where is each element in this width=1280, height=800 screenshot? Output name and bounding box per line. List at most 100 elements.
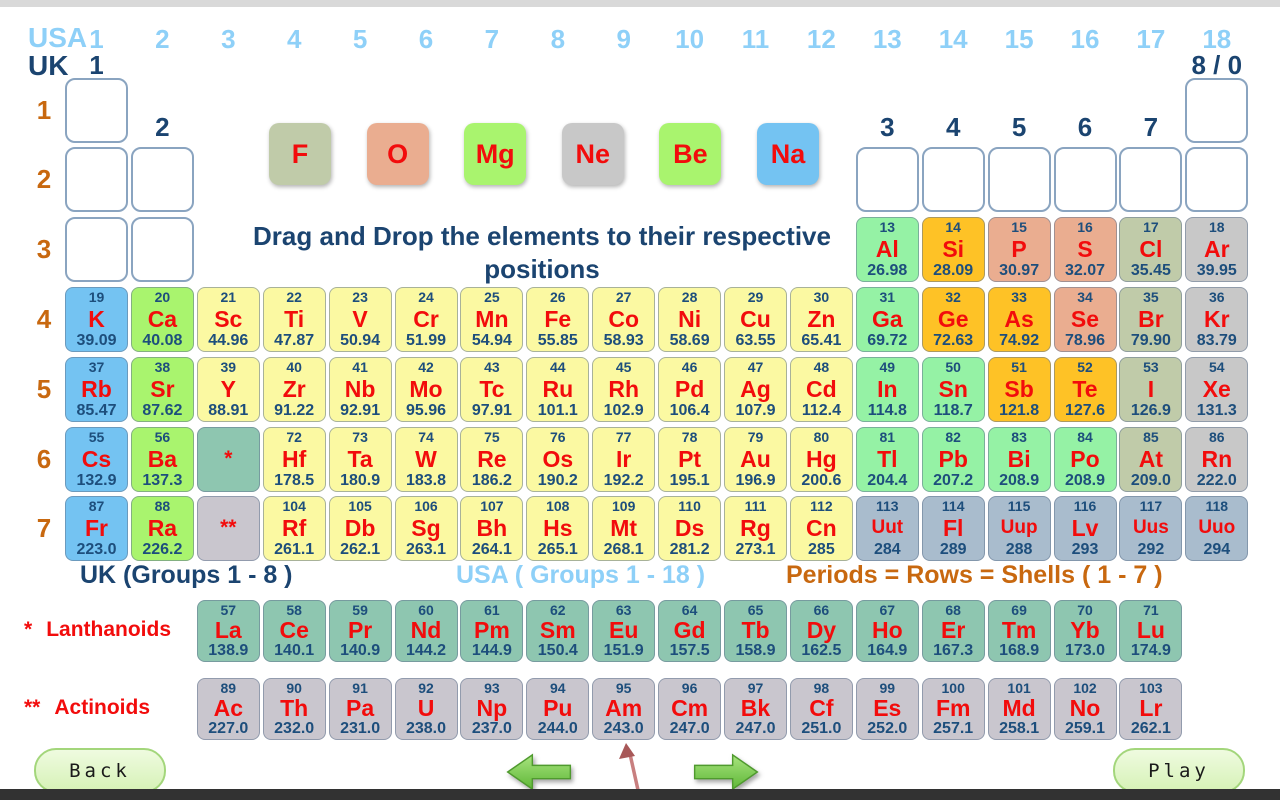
atomic-number: 29	[747, 289, 764, 305]
element-symbol: Pm	[473, 617, 510, 643]
element-symbol: Zn	[807, 305, 836, 332]
atomic-number: 22	[286, 289, 302, 305]
empty-slot-p2-g15[interactable]	[987, 147, 1051, 212]
element-symbol: At	[1138, 445, 1164, 472]
element-symbol: P	[1011, 235, 1027, 262]
atomic-number: 113	[876, 498, 899, 514]
element-symbol: Rn	[1201, 445, 1233, 472]
empty-slot-p2-g13[interactable]	[855, 147, 919, 212]
element-symbol: Hg	[806, 445, 837, 472]
element-symbol: Y	[220, 375, 236, 402]
usa-system-label: USA	[28, 22, 88, 53]
atomic-mass: 247.0	[669, 720, 710, 737]
element-symbol: Hs	[543, 514, 573, 541]
back-button[interactable]: Back	[34, 748, 166, 793]
draggable-element-O[interactable]: O	[366, 123, 429, 185]
empty-slot-p2-g2[interactable]	[130, 147, 194, 212]
element-cell-Kr: 36 Kr 83.79	[1185, 287, 1249, 352]
next-arrow-icon[interactable]	[692, 753, 760, 791]
atomic-mass: 231.0	[340, 720, 381, 737]
atomic-number: 115	[1007, 498, 1031, 514]
element-cell-Ge: 32 Ge 72.63	[921, 287, 985, 352]
element-symbol: Ar	[1204, 235, 1230, 262]
atomic-number: 111	[744, 498, 767, 514]
element-cell-Cl: 17 Cl 35.45	[1119, 217, 1183, 282]
empty-slot-p2-g16[interactable]	[1053, 147, 1117, 212]
draggable-element-Be[interactable]: Be	[659, 123, 722, 185]
atomic-number: 92	[418, 680, 434, 696]
element-cell-Al: 13 Al 26.98	[855, 217, 919, 282]
element-cell-Cf: 98 Cf 251.0	[789, 678, 853, 740]
empty-slot-p3-g1[interactable]	[65, 217, 128, 282]
empty-slot-p1-g1[interactable]	[65, 78, 128, 143]
element-symbol: Tc	[479, 375, 505, 402]
atomic-number: 46	[681, 359, 698, 375]
atomic-mass: 50.94	[340, 332, 381, 349]
previous-arrow-icon[interactable]	[505, 753, 573, 791]
element-symbol: Se	[1070, 305, 1100, 332]
empty-slot-p2-g14[interactable]	[921, 147, 985, 212]
empty-slot-p2-g18[interactable]	[1185, 147, 1249, 212]
period-number-5: 5	[36, 374, 52, 404]
atomic-number: 33	[1011, 289, 1027, 305]
atomic-mass: 262.1	[340, 541, 381, 558]
atomic-number: 103	[1139, 680, 1163, 696]
uk-group-number-14: 4	[945, 112, 961, 142]
element-cell-Ir: 77 Ir 192.2	[592, 427, 656, 492]
atomic-mass: 30.97	[999, 262, 1040, 279]
usa-group-number-5: 5	[352, 24, 368, 54]
atomic-number: 77	[615, 429, 632, 445]
element-cell-Sb: 51 Sb 121.8	[987, 357, 1051, 422]
element-cell-Yb: 70 Yb 173.0	[1053, 600, 1117, 662]
element-cell-Po: 84 Po 208.9	[1053, 427, 1117, 492]
usa-group-number-1: 1	[89, 24, 104, 54]
element-cell-Ar: 18 Ar 39.95	[1185, 217, 1249, 282]
element-symbol: Lu	[1136, 617, 1165, 643]
atomic-number: 25	[484, 289, 500, 305]
atomic-mass: 167.3	[933, 642, 974, 659]
atomic-mass: 151.9	[603, 642, 644, 659]
usa-group-number-6: 6	[418, 24, 434, 54]
atomic-mass: 174.9	[1130, 642, 1171, 659]
atomic-mass: 186.2	[471, 472, 512, 489]
element-cell-Gd: 64 Gd 157.5	[658, 600, 722, 662]
element-cell-Zn: 30 Zn 65.41	[789, 287, 853, 352]
atomic-mass: 190.2	[537, 472, 578, 489]
empty-slot-p2-g17[interactable]	[1119, 147, 1183, 212]
empty-slot-p1-g18[interactable]	[1185, 78, 1249, 143]
atomic-mass: 26.98	[867, 262, 908, 279]
element-symbol: Th	[280, 695, 309, 721]
bottom-strip	[0, 789, 1280, 800]
atomic-number: 71	[1143, 602, 1159, 618]
draggable-element-Ne[interactable]: Ne	[561, 123, 624, 185]
draggable-element-Na[interactable]: Na	[757, 123, 819, 185]
element-symbol: Eu	[608, 617, 639, 643]
uk-group-number-16: 6	[1077, 112, 1093, 142]
element-cell-Hg: 80 Hg 200.6	[789, 427, 853, 492]
element-cell-Xe: 54 Xe 131.3	[1185, 357, 1249, 422]
element-cell-Pt: 78 Pt 195.1	[658, 427, 722, 492]
element-symbol: Ra	[147, 514, 178, 541]
element-symbol: Po	[1070, 445, 1100, 472]
atomic-number: 44	[550, 359, 566, 375]
element-cell-Bh: 107 Bh 264.1	[460, 496, 524, 561]
element-cell-As: 33 As 74.92	[987, 287, 1051, 352]
element-symbol: Dy	[806, 617, 837, 643]
draggable-element-Mg[interactable]: Mg	[464, 123, 527, 185]
element-cell-Sn: 50 Sn 118.7	[921, 357, 985, 422]
draggable-element-F[interactable]: F	[269, 123, 331, 185]
element-cell-Sm: 62 Sm 150.4	[526, 600, 590, 662]
atomic-number: 21	[220, 289, 237, 305]
atomic-number: 20	[154, 289, 171, 305]
atomic-number: 13	[879, 219, 896, 235]
atomic-mass: 40.08	[142, 332, 183, 349]
atomic-mass: 168.9	[999, 642, 1040, 659]
atomic-number: 80	[813, 429, 830, 445]
atomic-mass: 158.9	[735, 642, 776, 659]
atomic-number: 70	[1077, 602, 1093, 618]
element-cell-Pa: 91 Pa 231.0	[328, 678, 392, 740]
play-button[interactable]: Play	[1113, 748, 1245, 793]
atomic-mass: 83.79	[1196, 332, 1237, 349]
empty-slot-p2-g1[interactable]	[65, 147, 128, 212]
empty-slot-p3-g2[interactable]	[130, 217, 194, 282]
